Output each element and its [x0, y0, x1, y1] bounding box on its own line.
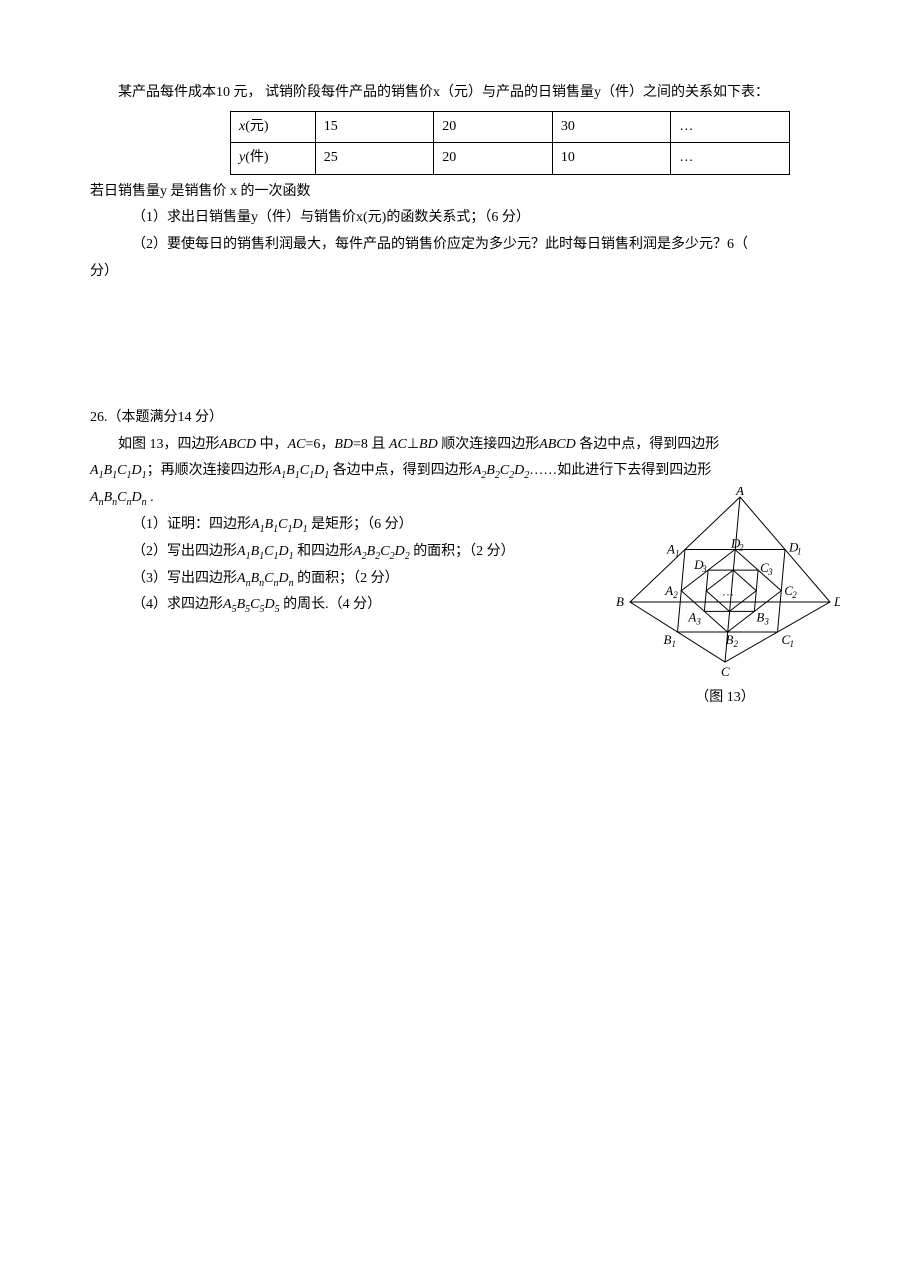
svg-text:3: 3: [701, 564, 707, 574]
q25-cond: 若日销售量y 是销售价 x 的一次函数: [90, 179, 830, 206]
th-y: y(件): [231, 143, 316, 175]
td: …: [671, 111, 790, 143]
svg-text:A: A: [666, 542, 675, 557]
q25-block: 某产品每件成本10 元， 试销阶段每件产品的销售价x（元）与产品的日销售量y（件…: [90, 80, 830, 285]
svg-text:A: A: [664, 583, 673, 598]
svg-text:B: B: [756, 610, 764, 625]
quadrilateral-diagram: ABCDA1B1C1D1A2B2C2D2A3B3C3D3…: [610, 487, 840, 677]
q25-sub1: （1）求出日销售量y（件）与销售价x(元)的函数关系式；（6 分）: [90, 205, 830, 232]
q26-sub4: （4）求四边形A5B5C5D5 的周长.（4 分）: [90, 592, 650, 619]
table-row: y(件) 25 20 10 …: [231, 143, 790, 175]
td: 20: [434, 143, 553, 175]
q26-sub1: （1）证明：四边形A1B1C1D1 是矩形；（6 分）: [90, 512, 650, 539]
svg-text:1: 1: [675, 549, 680, 559]
q26-intro1: 如图 13，四边形ABCD 中，AC=6，BD=8 且 AC⊥BD 顺次连接四边…: [90, 432, 830, 459]
svg-text:B: B: [616, 594, 624, 609]
figure-13: ABCDA1B1C1D1A2B2C2D2A3B3C3D3… （图 13）: [610, 487, 840, 712]
td: 10: [552, 143, 671, 175]
svg-text:3: 3: [695, 617, 701, 627]
q26-sub2: （2）写出四边形A1B1C1D1 和四边形A2B2C2D2 的面积；（2 分）: [90, 539, 650, 566]
q25-sub2a: （2）要使每日的销售利润最大，每件产品的销售价应定为多少元？此时每日销售利润是多…: [90, 232, 830, 259]
svg-text:2: 2: [673, 590, 678, 600]
td: 30: [552, 111, 671, 143]
q25-sub2b: 分）: [90, 259, 830, 286]
q25-intro: 某产品每件成本10 元， 试销阶段每件产品的销售价x（元）与产品的日销售量y（件…: [90, 80, 830, 107]
svg-text:1: 1: [672, 639, 677, 649]
q26-heading: 26.（本题满分14 分）: [90, 405, 830, 432]
td: 20: [434, 111, 553, 143]
td: 15: [315, 111, 434, 143]
table-row: x(元) 15 20 30 …: [231, 111, 790, 143]
svg-text:B: B: [664, 632, 672, 647]
td: …: [671, 143, 790, 175]
q26-block: 26.（本题满分14 分） 如图 13，四边形ABCD 中，AC=6，BD=8 …: [90, 405, 830, 619]
svg-text:C: C: [721, 664, 730, 677]
svg-text:2: 2: [739, 543, 744, 553]
svg-text:3: 3: [763, 617, 769, 627]
svg-text:D: D: [833, 594, 840, 609]
q26-intro2: A1B1C1D1；再顺次连接四边形A1B1C1D1 各边中点，得到四边形A2B2…: [90, 458, 830, 485]
figure-caption: （图 13）: [610, 685, 840, 712]
q25-table: x(元) 15 20 30 … y(件) 25 20 10 …: [230, 111, 790, 175]
svg-text:2: 2: [734, 639, 739, 649]
svg-text:2: 2: [792, 590, 797, 600]
svg-text:1: 1: [790, 639, 795, 649]
th-x: x(元): [231, 111, 316, 143]
svg-text:B: B: [726, 632, 734, 647]
svg-text:3: 3: [767, 567, 773, 577]
svg-text:…: …: [722, 585, 734, 599]
q26-sub3: （3）写出四边形AnBnCnDn 的面积；（2 分）: [90, 566, 650, 593]
svg-text:1: 1: [797, 547, 802, 557]
svg-text:A: A: [735, 487, 744, 498]
td: 25: [315, 143, 434, 175]
svg-text:A: A: [687, 610, 696, 625]
